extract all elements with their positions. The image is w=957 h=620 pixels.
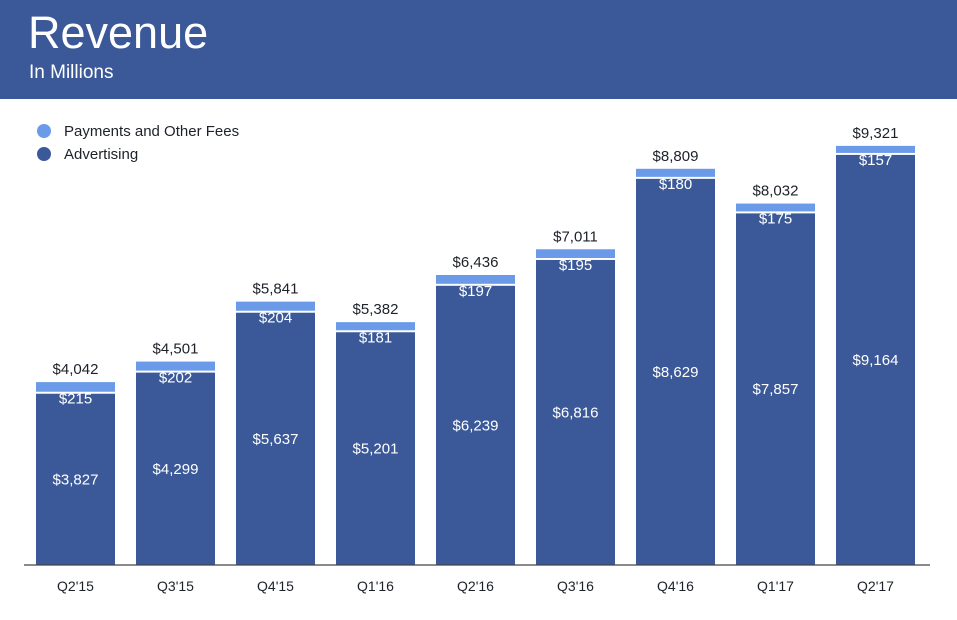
- data-label-advertising-q3-15: $4,299: [153, 461, 199, 478]
- legend-swatch-advertising: [37, 147, 51, 161]
- data-label-payments-q1-16: $181: [359, 329, 392, 346]
- x-tick-label-q4-16: Q4'16: [657, 578, 694, 594]
- bar-payments-q4-15: [236, 301, 315, 311]
- bar-advertising-q2-17: [836, 154, 915, 565]
- x-tick-label-q2-17: Q2'17: [857, 578, 894, 594]
- bar-advertising-q2-15: [36, 393, 115, 565]
- data-label-total-q3-16: $7,011: [553, 228, 598, 245]
- bars-layer: [36, 145, 915, 566]
- data-label-payments-q4-16: $180: [659, 176, 692, 193]
- data-label-payments-q2-16: $197: [459, 283, 492, 300]
- labels-layer: $3,827 $215 $4,042 Q2'15 $4,299 $202 $4,501 Q3'…: [53, 125, 899, 594]
- data-label-total-q2-15: $4,042: [53, 361, 99, 378]
- bar-payments-q3-15: [136, 361, 215, 371]
- x-tick-label-q3-15: Q3'15: [157, 578, 194, 594]
- data-label-total-q1-17: $8,032: [753, 183, 799, 200]
- bar-payments-q3-16: [536, 249, 615, 258]
- page-subtitle: In Millions: [29, 62, 114, 83]
- bar-advertising-q3-15: [136, 372, 215, 565]
- bar-payments-q4-16: [636, 168, 715, 177]
- data-label-payments-q2-17: $157: [859, 152, 892, 169]
- page-title: Revenue: [28, 7, 209, 58]
- bar-payments-q2-16: [436, 274, 515, 284]
- legend: Payments and Other Fees Advertising: [37, 123, 239, 163]
- data-label-advertising-q3-16: $6,816: [553, 404, 599, 421]
- bar-advertising-q1-17: [736, 213, 815, 566]
- data-label-total-q4-15: $5,841: [253, 281, 299, 298]
- bar-advertising-q2-16: [436, 285, 515, 565]
- data-label-total-q2-16: $6,436: [453, 254, 499, 271]
- legend-label-payments-and-other-fees: Payments and Other Fees: [64, 123, 239, 140]
- data-label-total-q4-16: $8,809: [653, 148, 699, 165]
- data-label-advertising-q2-17: $9,164: [853, 352, 899, 369]
- header-banner: Revenue In Millions: [0, 0, 957, 99]
- x-tick-label-q4-15: Q4'15: [257, 578, 294, 594]
- data-label-advertising-q2-15: $3,827: [53, 471, 99, 488]
- revenue-stacked-bar-chart: $3,827 $215 $4,042 Q2'15 $4,299 $202 $4,501 Q3'…: [24, 123, 930, 594]
- bar-advertising-q4-15: [236, 312, 315, 565]
- bar-advertising-q3-16: [536, 259, 615, 565]
- data-label-payments-q1-17: $175: [759, 210, 792, 227]
- x-tick-label-q3-16: Q3'16: [557, 578, 594, 594]
- x-tick-label-q1-16: Q1'16: [357, 578, 394, 594]
- data-label-total-q2-17: $9,321: [853, 125, 899, 142]
- x-tick-label-q1-17: Q1'17: [757, 578, 794, 594]
- data-label-advertising-q1-17: $7,857: [753, 381, 799, 398]
- bar-payments-q2-15: [36, 382, 115, 392]
- bar-advertising-q1-16: [336, 332, 415, 565]
- data-label-payments-q2-15: $215: [59, 391, 92, 408]
- data-label-payments-q4-15: $204: [259, 310, 292, 327]
- legend-label-advertising: Advertising: [64, 146, 138, 163]
- x-tick-label-q2-16: Q2'16: [457, 578, 494, 594]
- bar-payments-q1-17: [736, 203, 815, 212]
- bar-advertising-q4-16: [636, 178, 715, 566]
- data-label-payments-q3-16: $195: [559, 257, 592, 274]
- data-label-total-q3-15: $4,501: [153, 341, 199, 358]
- bar-payments-q2-17: [836, 145, 915, 153]
- data-label-advertising-q1-16: $5,201: [353, 441, 399, 458]
- legend-swatch-payments-and-other-fees: [37, 124, 51, 138]
- data-label-advertising-q2-16: $6,239: [453, 417, 499, 434]
- bar-payments-q1-16: [336, 322, 415, 331]
- data-label-payments-q3-15: $202: [159, 370, 192, 387]
- data-label-advertising-q4-15: $5,637: [253, 431, 299, 448]
- data-label-total-q1-16: $5,382: [353, 301, 399, 318]
- data-label-advertising-q4-16: $8,629: [653, 364, 699, 381]
- x-tick-label-q2-15: Q2'15: [57, 578, 94, 594]
